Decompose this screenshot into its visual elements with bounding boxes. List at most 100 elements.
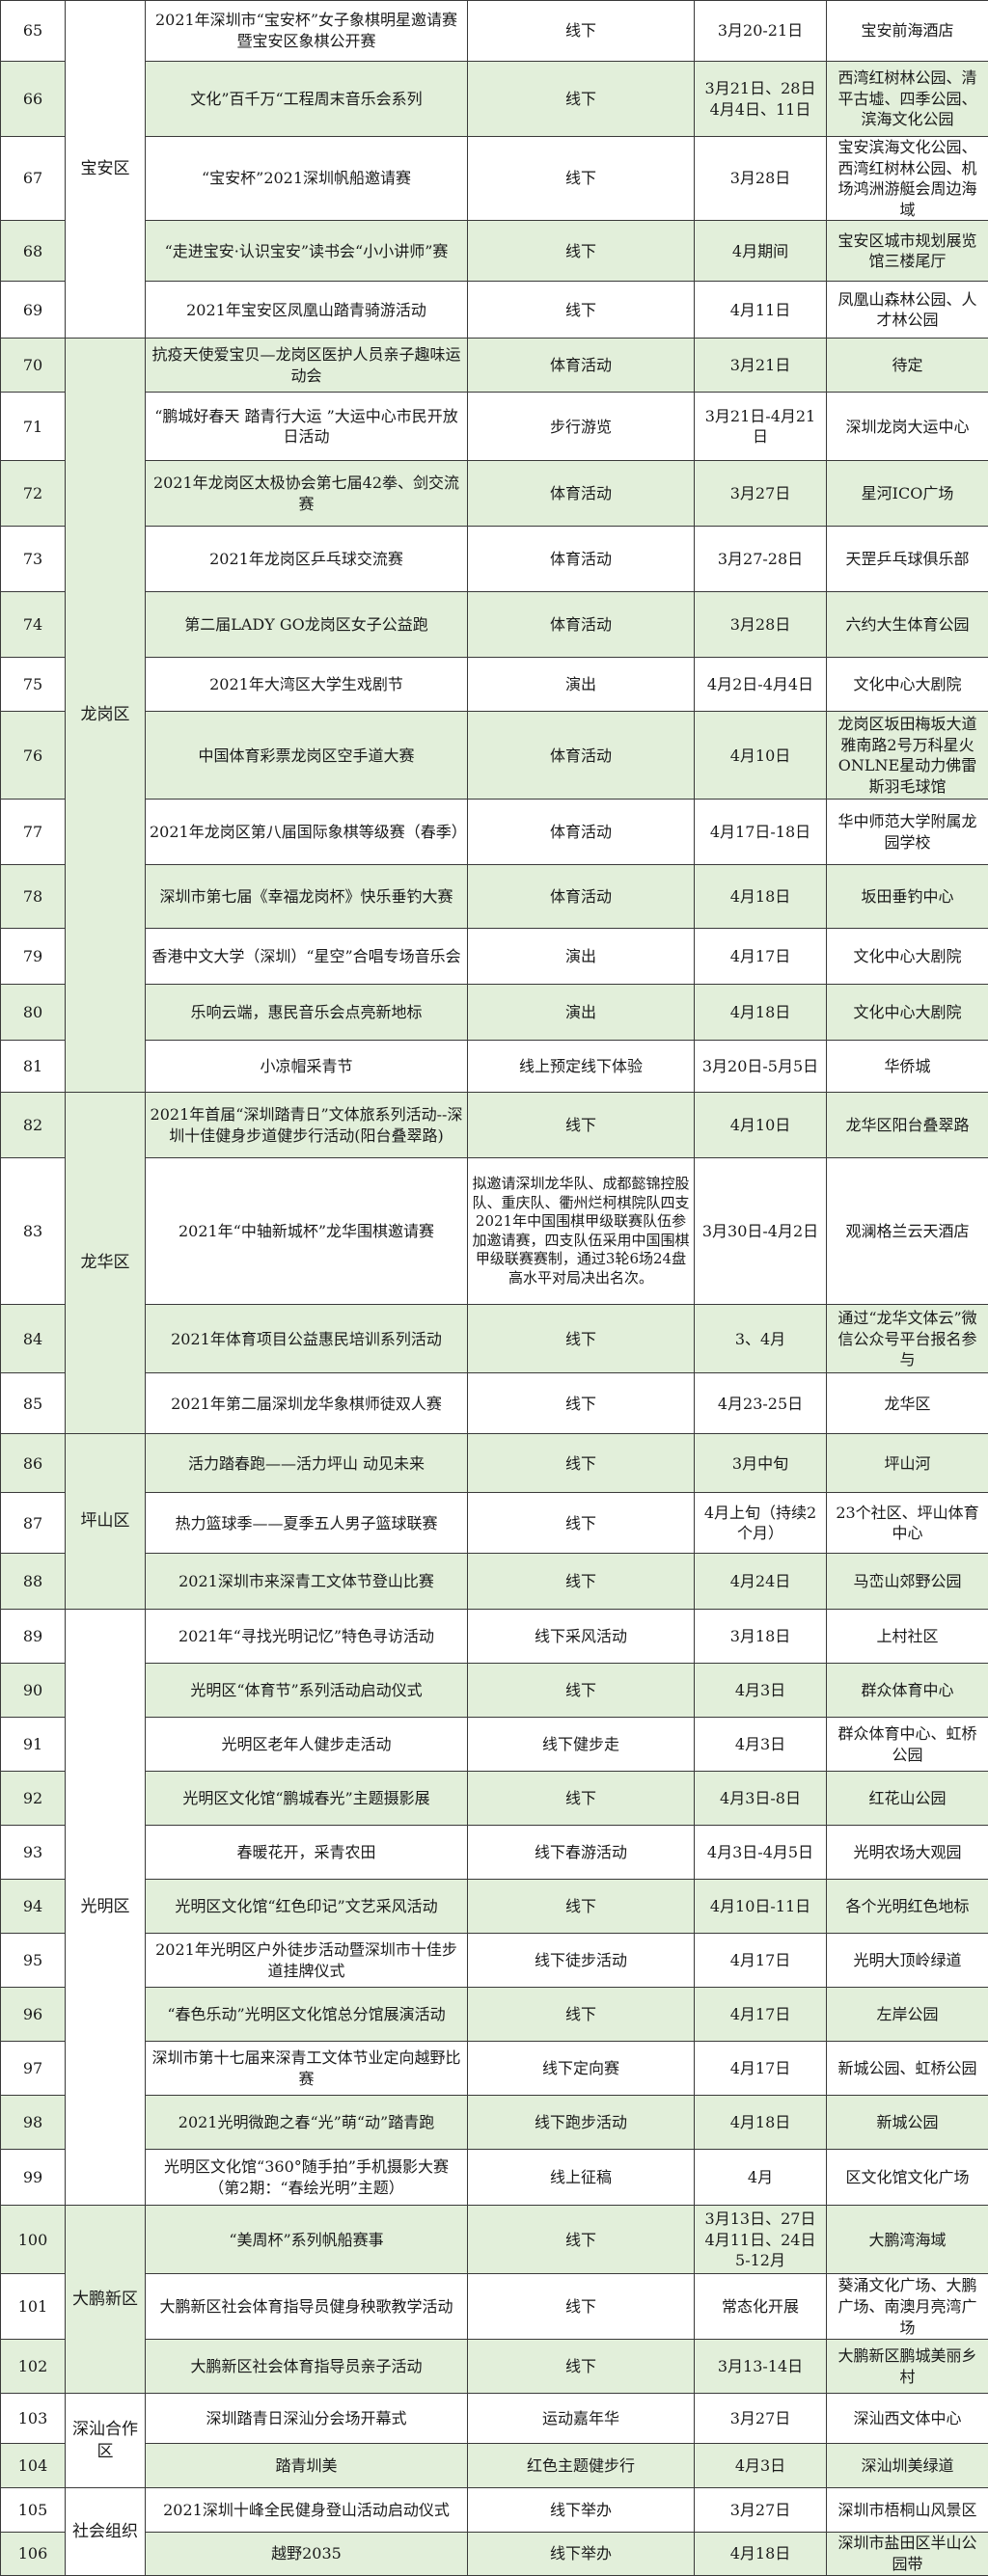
activity-form: 线下 <box>468 1664 695 1718</box>
activity-name: 第二届LADY GO龙岗区女子公益跑 <box>146 592 468 658</box>
district-cell: 大鹏新区 <box>66 2206 146 2394</box>
activity-date: 4月 <box>695 2150 827 2206</box>
activity-location: 新城公园、虹桥公园 <box>827 2042 988 2096</box>
activity-location: 文化中心大剧院 <box>827 985 988 1041</box>
activity-name: 深圳市第十七届来深青工文体节业定向越野比赛 <box>146 2042 468 2096</box>
activity-date: 3月28日 <box>695 592 827 658</box>
row-number: 87 <box>1 1493 66 1554</box>
activity-location: 观澜格兰云天酒店 <box>827 1158 988 1305</box>
activity-date: 4月3日 <box>695 2444 827 2488</box>
row-number: 73 <box>1 527 66 592</box>
activity-location: 待定 <box>827 339 988 393</box>
activity-date: 4月17日-18日 <box>695 800 827 865</box>
row-number: 80 <box>1 985 66 1041</box>
activity-name: 2021深圳市来深青工文体节登山比赛 <box>146 1554 468 1610</box>
activity-date: 3月27日 <box>695 461 827 527</box>
activity-name: 2021光明微跑之春“光”萌“动”踏青跑 <box>146 2096 468 2150</box>
activity-name: “走进宝安·认识宝安”读书会“小小讲师”赛 <box>146 221 468 282</box>
activity-form: 线下 <box>468 1 695 62</box>
activity-location: 宝安区城市规划展览馆三楼尾厅 <box>827 221 988 282</box>
row-number: 93 <box>1 1826 66 1880</box>
row-number: 71 <box>1 393 66 461</box>
row-number: 89 <box>1 1610 66 1664</box>
activity-location: 龙华区阳台叠翠路 <box>827 1093 988 1158</box>
activity-date: 3月27日 <box>695 2394 827 2444</box>
row-number: 88 <box>1 1554 66 1610</box>
activity-form: 线下举办 <box>468 2533 695 2575</box>
row-number: 83 <box>1 1158 66 1305</box>
row-number: 70 <box>1 339 66 393</box>
activity-date: 常态化开展 <box>695 2274 827 2340</box>
activity-date: 4月11日 <box>695 282 827 339</box>
row-number: 84 <box>1 1305 66 1373</box>
activity-form: 线下 <box>468 1434 695 1493</box>
activity-date: 4月18日 <box>695 865 827 929</box>
activity-location: 大鹏新区鹏城美丽乡村 <box>827 2340 988 2394</box>
activity-form: 体育活动 <box>468 800 695 865</box>
activity-date: 4月10日 <box>695 712 827 800</box>
activity-name: 春暖花开，采青农田 <box>146 1826 468 1880</box>
row-number: 102 <box>1 2340 66 2394</box>
activity-date: 4月3日-4月5日 <box>695 1826 827 1880</box>
activity-form: 线下采风活动 <box>468 1610 695 1664</box>
district-cell: 宝安区 <box>66 1 146 339</box>
row-number: 104 <box>1 2444 66 2488</box>
activity-date: 3月中旬 <box>695 1434 827 1493</box>
activity-location: 凤凰山森林公园、人才林公园 <box>827 282 988 339</box>
activity-location: 葵涌文化广场、大鹏广场、南澳月亮湾广场 <box>827 2274 988 2340</box>
row-number: 68 <box>1 221 66 282</box>
activity-location: 各个光明红色地标 <box>827 1880 988 1934</box>
activity-form: 体育活动 <box>468 339 695 393</box>
activity-location: 六约大生体育公园 <box>827 592 988 658</box>
row-number: 92 <box>1 1772 66 1826</box>
activity-date: 4月17日 <box>695 2042 827 2096</box>
activity-date: 4月3日 <box>695 1718 827 1772</box>
activity-date: 4月3日 <box>695 1664 827 1718</box>
activity-name: 2021年第二届深圳龙华象棋师徒双人赛 <box>146 1373 468 1434</box>
activity-form: 步行游览 <box>468 393 695 461</box>
row-number: 65 <box>1 1 66 62</box>
activity-date: 4月24日 <box>695 1554 827 1610</box>
activity-form: 线下 <box>468 1093 695 1158</box>
activity-date: 3月21日、28日 4月4日、11日 <box>695 62 827 137</box>
activity-name: 抗疫天使爱宝贝—龙岗区医护人员亲子趣味运动会 <box>146 339 468 393</box>
activity-name: 越野2035 <box>146 2533 468 2575</box>
activity-form: 线下徒步活动 <box>468 1934 695 1988</box>
activity-form: 线下 <box>468 62 695 137</box>
row-number: 95 <box>1 1934 66 1988</box>
district-cell: 光明区 <box>66 1610 146 2206</box>
activity-name: 光明区老年人健步走活动 <box>146 1718 468 1772</box>
activity-name: 香港中文大学（深圳）“星空”合唱专场音乐会 <box>146 929 468 985</box>
activity-location: 光明农场大观园 <box>827 1826 988 1880</box>
activity-name: 小凉帽采青节 <box>146 1041 468 1093</box>
activity-form: 体育活动 <box>468 461 695 527</box>
activity-name: 2021年“中轴新城杯”龙华围棋邀请赛 <box>146 1158 468 1305</box>
activity-form: 线下 <box>468 2274 695 2340</box>
activity-form: 线下 <box>468 1554 695 1610</box>
activity-form: 线下 <box>468 137 695 221</box>
activity-location: 深汕西文体中心 <box>827 2394 988 2444</box>
activity-location: 文化中心大剧院 <box>827 658 988 712</box>
activity-location: 龙岗区坂田梅坂大道雅南路2号万科星火ONLNE星动力佛雷斯羽毛球馆 <box>827 712 988 800</box>
activity-location: 通过“龙华文体云”微信公众号平台报名参与 <box>827 1305 988 1373</box>
activity-location: 上村社区 <box>827 1610 988 1664</box>
activity-location: 深圳市梧桐山风景区 <box>827 2488 988 2533</box>
activity-form: 线下春游活动 <box>468 1826 695 1880</box>
